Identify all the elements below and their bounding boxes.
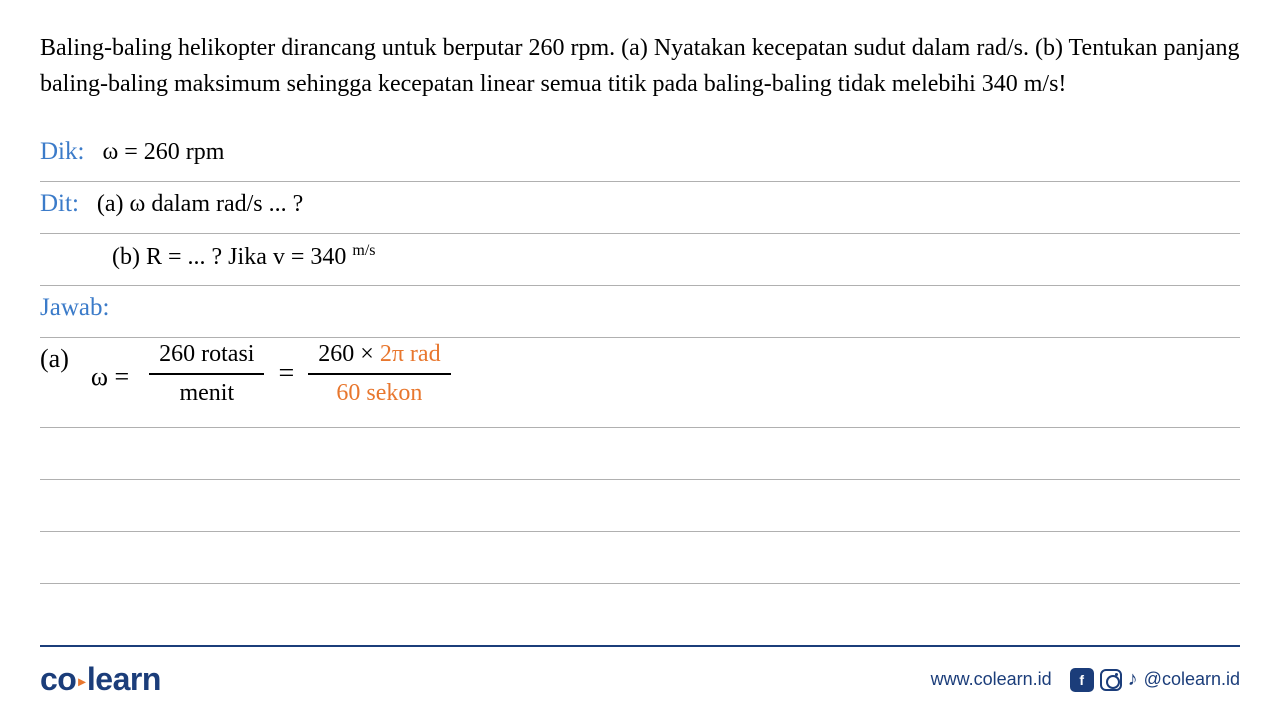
frac2-denominator: 60 sekon xyxy=(326,375,432,408)
omega-equals: ω = xyxy=(91,356,129,392)
social-icons: f ♪ @colearn.id xyxy=(1070,668,1240,692)
logo-dot-icon: ▸ xyxy=(76,673,87,689)
facebook-icon: f xyxy=(1070,668,1094,692)
empty-line-2 xyxy=(40,480,1240,532)
dit-content-a: (a) ω dalam rad/s ... ? xyxy=(97,191,303,218)
dik-content: ω = 260 rpm xyxy=(102,139,224,166)
dik-label: Dik: xyxy=(40,138,84,166)
dit-b-unit: m/s xyxy=(352,242,375,259)
line-solution-a: (a) ω = 260 rotasi menit = 260 × 2π rad … xyxy=(40,338,1240,428)
frac2-numerator: 260 × 2π rad xyxy=(308,340,450,375)
footer-right: www.colearn.id f ♪ @colearn.id xyxy=(931,668,1240,692)
social-handle: @colearn.id xyxy=(1144,669,1240,690)
fraction-1: 260 rotasi menit xyxy=(149,340,264,408)
frac2-top-black: 260 × xyxy=(318,341,374,367)
dit-b-text: (b) R = ... ? Jika v = 340 xyxy=(112,244,352,270)
jawab-label: Jawab: xyxy=(40,294,109,322)
dit-content-b: (b) R = ... ? Jika v = 340 m/s xyxy=(112,242,376,271)
equals-sign: = xyxy=(278,358,294,390)
tiktok-icon: ♪ xyxy=(1128,668,1138,691)
dit-label: Dit: xyxy=(40,190,79,218)
line-dit-b: (b) R = ... ? Jika v = 340 m/s xyxy=(40,234,1240,286)
instagram-icon xyxy=(1100,669,1122,691)
footer-url: www.colearn.id xyxy=(931,669,1052,690)
empty-line-1 xyxy=(40,428,1240,480)
fraction-2: 260 × 2π rad 60 sekon xyxy=(308,340,450,408)
empty-line-3 xyxy=(40,532,1240,584)
worksheet-area: Dik: ω = 260 rpm Dit: (a) ω dalam rad/s … xyxy=(40,130,1240,584)
frac1-numerator: 260 rotasi xyxy=(149,340,264,375)
footer: co▸learn www.colearn.id f ♪ @colearn.id xyxy=(40,645,1240,698)
problem-statement: Baling-baling helikopter dirancang untuk… xyxy=(40,30,1240,102)
brand-logo: co▸learn xyxy=(40,661,161,698)
frac1-denominator: menit xyxy=(169,375,244,408)
line-dik: Dik: ω = 260 rpm xyxy=(40,130,1240,182)
frac2-top-orange: 2π rad xyxy=(374,341,441,367)
logo-learn: learn xyxy=(87,661,161,697)
line-jawab: Jawab: xyxy=(40,286,1240,338)
part-a-label: (a) xyxy=(40,344,69,374)
line-dit-a: Dit: (a) ω dalam rad/s ... ? xyxy=(40,182,1240,234)
logo-co: co xyxy=(40,661,76,697)
